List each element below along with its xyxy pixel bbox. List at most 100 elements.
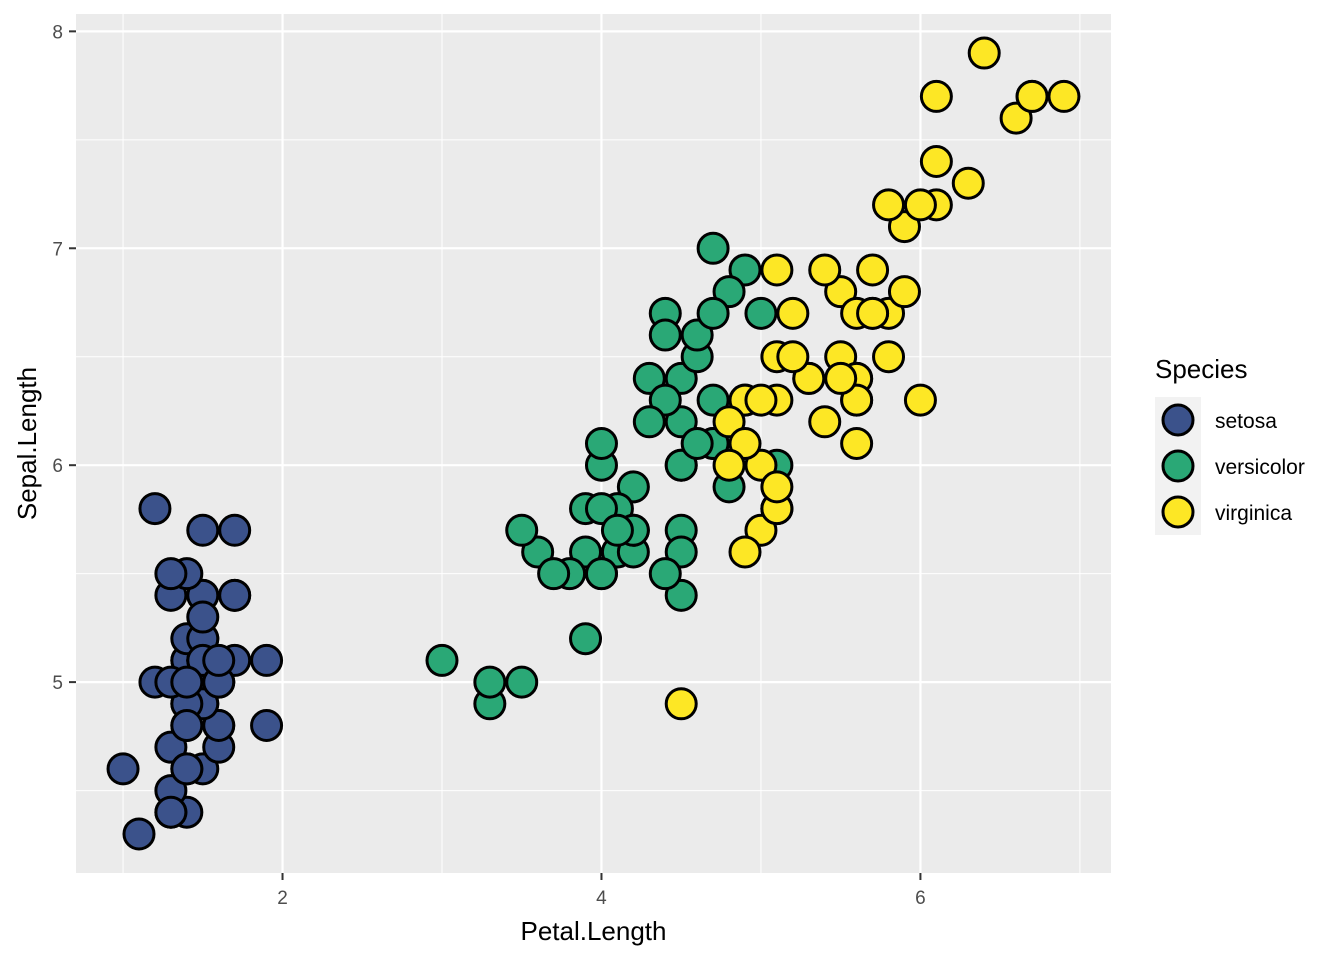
legend-label-setosa: setosa [1215, 410, 1277, 433]
point-virginica [1015, 79, 1049, 113]
point-versicolor [648, 557, 682, 591]
point-versicolor [505, 665, 539, 699]
point-virginica [919, 145, 953, 179]
point-versicolor [584, 557, 618, 591]
point-versicolor [664, 535, 698, 569]
legend: Species setosa versicolor virginica [1155, 354, 1305, 535]
point-setosa [122, 817, 156, 851]
point-versicolor [569, 622, 603, 656]
point-versicolor [680, 427, 714, 460]
point-virginica [744, 383, 778, 417]
point-virginica [728, 535, 762, 569]
point-setosa [186, 513, 220, 547]
point-versicolor [696, 383, 730, 417]
legend-label-versicolor: versicolor [1215, 456, 1305, 479]
point-versicolor [584, 492, 618, 526]
point-versicolor [696, 296, 730, 330]
point-virginica [1047, 79, 1081, 113]
x-axis-ticks: 2 4 6 [277, 873, 926, 909]
point-virginica [887, 275, 921, 309]
y-tick-label: 5 [52, 673, 63, 694]
point-versicolor [537, 557, 571, 591]
point-virginica [760, 253, 794, 287]
point-versicolor [696, 231, 730, 265]
point-versicolor [664, 361, 698, 395]
point-virginica [903, 188, 937, 222]
point-virginica [792, 361, 826, 395]
point-virginica [824, 275, 858, 309]
point-virginica [999, 101, 1033, 135]
point-versicolor [632, 405, 666, 439]
x-tick-label: 4 [596, 888, 607, 909]
point-virginica [840, 427, 874, 460]
data-points [106, 36, 1081, 851]
point-virginica [919, 79, 953, 113]
point-setosa [106, 752, 140, 786]
point-versicolor [521, 535, 555, 569]
point-setosa [154, 557, 188, 591]
point-virginica [776, 340, 810, 374]
point-virginica [664, 687, 698, 721]
y-axis-title: Sepal.Length [12, 367, 42, 520]
point-versicolor [425, 643, 459, 677]
legend-items: setosa versicolor virginica [1155, 397, 1305, 535]
point-virginica [840, 383, 874, 417]
point-setosa [170, 665, 204, 699]
point-virginica [728, 427, 762, 460]
point-versicolor [728, 253, 762, 287]
point-virginica [887, 210, 921, 244]
point-virginica [776, 296, 810, 330]
point-setosa [218, 513, 252, 547]
point-versicolor [505, 513, 539, 547]
legend-label-virginica: virginica [1215, 502, 1292, 525]
point-setosa [250, 643, 284, 677]
point-versicolor [664, 405, 698, 439]
point-virginica [856, 296, 890, 330]
x-tick-label: 6 [915, 888, 926, 909]
legend-title: Species [1155, 354, 1248, 384]
legend-key-setosa [1161, 403, 1195, 437]
point-versicolor [600, 513, 634, 547]
point-versicolor [616, 470, 650, 504]
point-virginica [903, 383, 937, 417]
point-virginica [967, 36, 1001, 70]
point-setosa [202, 643, 236, 677]
point-versicolor [664, 578, 698, 612]
point-setosa [170, 752, 204, 786]
point-versicolor [648, 383, 682, 417]
point-setosa [170, 708, 204, 742]
point-virginica [872, 188, 906, 222]
point-virginica [856, 253, 890, 287]
point-virginica [760, 470, 794, 504]
y-tick-label: 7 [52, 239, 63, 260]
point-setosa [138, 492, 172, 526]
point-virginica [744, 513, 778, 547]
point-versicolor [632, 361, 666, 395]
point-setosa [250, 708, 284, 742]
y-axis-ticks: 5 6 7 8 [52, 22, 76, 694]
point-virginica [951, 166, 985, 200]
point-setosa [154, 730, 188, 764]
point-virginica [872, 340, 906, 374]
point-virginica [808, 405, 842, 439]
point-versicolor [473, 665, 507, 699]
point-virginica [712, 405, 746, 439]
x-axis-title: Petal.Length [520, 916, 666, 946]
point-versicolor [584, 427, 618, 460]
point-versicolor [744, 296, 778, 330]
legend-key-versicolor [1161, 449, 1195, 483]
point-virginica [712, 448, 746, 482]
point-setosa [202, 708, 236, 742]
point-setosa [186, 600, 220, 634]
point-versicolor [680, 318, 714, 352]
point-setosa [218, 578, 252, 612]
y-tick-label: 8 [52, 22, 63, 43]
point-versicolor [712, 275, 746, 309]
point-virginica [808, 253, 842, 287]
point-versicolor [648, 318, 682, 352]
point-versicolor [664, 448, 698, 482]
point-virginica [744, 448, 778, 482]
legend-key-virginica [1161, 495, 1195, 529]
point-virginica [824, 361, 858, 395]
